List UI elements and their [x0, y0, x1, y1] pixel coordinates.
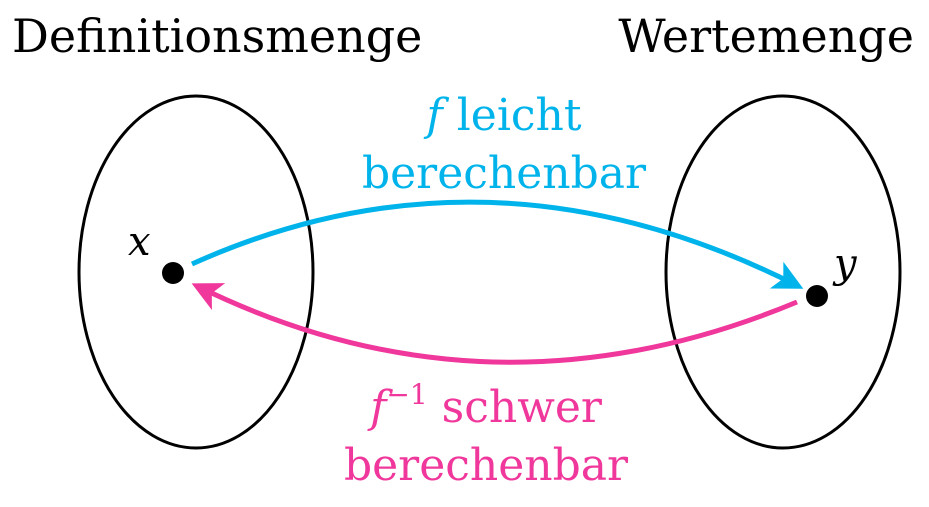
codomain-title: Wertemenge: [618, 9, 914, 63]
forward-label-line2: berechenbar: [362, 148, 647, 199]
codomain-set-ellipse: [664, 94, 902, 450]
domain-title: Definitionsmenge: [12, 9, 422, 63]
codomain-point-label: y: [832, 241, 858, 287]
forward-arrow: [190, 199, 804, 289]
domain-point: [162, 262, 184, 284]
inverse-text-line1: schwer: [428, 382, 603, 433]
inverse-arrow: [191, 283, 798, 365]
inverse-label-line2: berechenbar: [344, 440, 629, 491]
domain-set-ellipse: [77, 94, 315, 450]
codomain-point: [806, 285, 828, 307]
forward-label-line1: f leicht: [423, 90, 581, 141]
inverse-exponent: −1: [386, 378, 427, 411]
domain-point-label: x: [128, 219, 151, 265]
inverse-label-line1: f−1 schwer: [367, 378, 603, 433]
forward-text-line1: leicht: [443, 90, 582, 141]
